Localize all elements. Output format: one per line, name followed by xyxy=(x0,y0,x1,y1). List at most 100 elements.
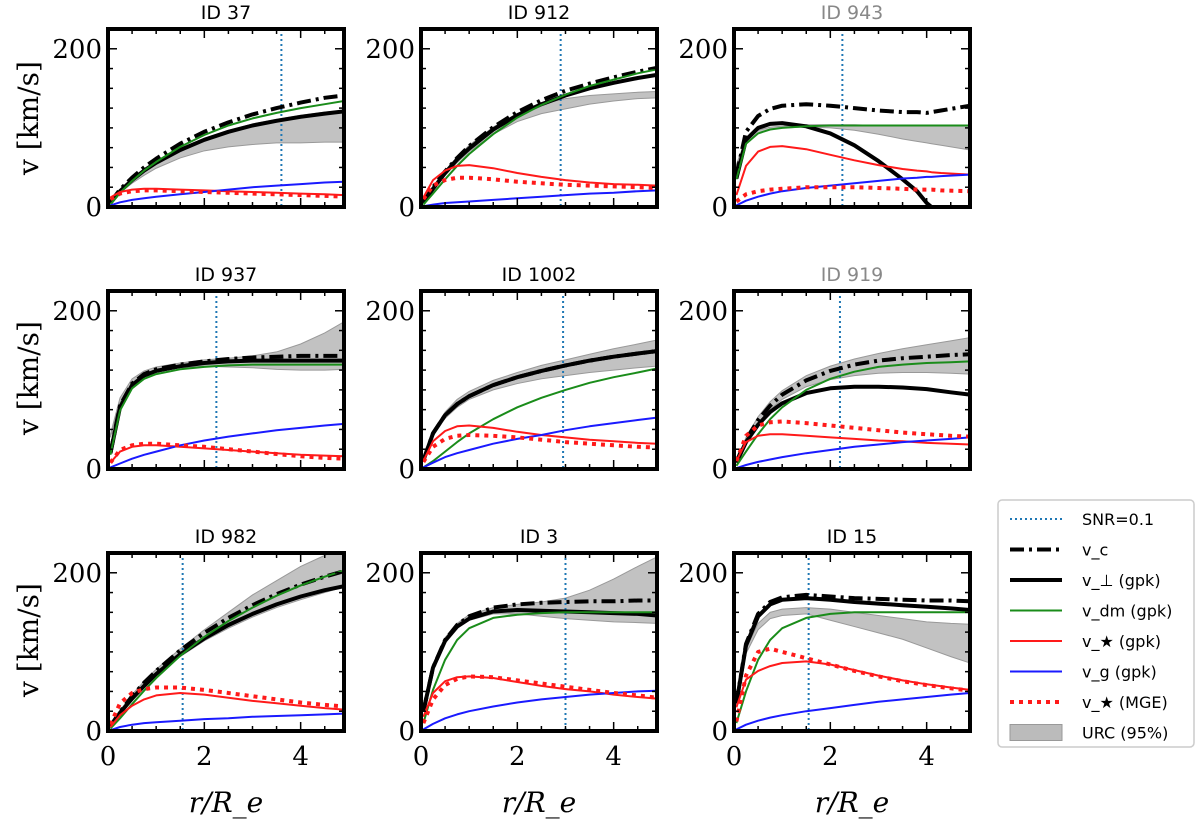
y-tick-label: 0 xyxy=(398,193,415,223)
series-vdm xyxy=(735,124,970,180)
legend-label: v_dm (gpk) xyxy=(1082,602,1172,622)
panel-5: 0 200 ID 1002 xyxy=(365,264,659,485)
series-vstar xyxy=(109,692,344,728)
series-vperp xyxy=(734,384,970,464)
panel-7: 0 200 0 2 4 ID 982 xyxy=(52,526,346,772)
panel-title: ID 15 xyxy=(827,526,877,548)
series-vg xyxy=(110,712,344,731)
panel-2: 0 200 ID 912 xyxy=(365,2,659,223)
series-vmge xyxy=(735,185,970,204)
legend-item-vstar: v_★ (gpk) xyxy=(1010,632,1161,652)
series-vperp xyxy=(108,584,344,728)
axes-frame xyxy=(419,551,659,733)
series-vmge xyxy=(108,441,344,464)
series-vg xyxy=(423,189,657,207)
axes-frame xyxy=(106,289,346,471)
series-vperp xyxy=(421,349,657,461)
x-tick-label: 4 xyxy=(292,742,309,772)
series-vdm xyxy=(735,611,970,724)
panel-title: ID 919 xyxy=(821,264,884,286)
x-tick-label: 0 xyxy=(726,742,743,772)
legend-item-urc: URC (95%) xyxy=(1009,724,1168,743)
x-tick-label: 2 xyxy=(196,742,213,772)
plot-area xyxy=(108,291,344,469)
urc-band xyxy=(109,321,344,438)
axes-frame xyxy=(732,27,972,209)
legend-item-vc: v_c xyxy=(1010,541,1108,561)
axes-frame xyxy=(732,551,972,733)
panel-6: 0 200 ID 919 xyxy=(678,264,972,485)
series-vmge xyxy=(421,433,657,463)
series-vg xyxy=(736,436,970,469)
axes-frame xyxy=(732,289,972,471)
legend-item-vperp: v_⊥ (gpk) xyxy=(1010,571,1161,591)
series-vdm xyxy=(735,360,970,467)
plot-area xyxy=(421,291,657,469)
urc-band xyxy=(735,607,970,706)
panel-title: ID 37 xyxy=(201,2,251,24)
panel-title: ID 3 xyxy=(520,526,558,548)
series-vg xyxy=(110,180,344,207)
series-vmge xyxy=(421,175,657,201)
legend: SNR=0.1 v_c v_⊥ (gpk) v_dm (gpk) v_★ (gpk) v_… xyxy=(997,499,1195,748)
panel-title: ID 982 xyxy=(195,526,258,548)
urc-band xyxy=(735,337,970,463)
y-tick-label: 200 xyxy=(678,35,728,65)
y-tick-label: 200 xyxy=(365,297,415,327)
urc-band xyxy=(422,556,657,712)
series-vstar xyxy=(422,424,657,462)
x-tick-label: 4 xyxy=(605,742,622,772)
panel-title: ID 1002 xyxy=(502,264,577,286)
y-tick-label: 0 xyxy=(85,717,102,747)
series-vstar xyxy=(735,433,970,462)
series-vperp xyxy=(108,358,344,454)
series-vperp xyxy=(734,596,970,704)
y-tick-label: 200 xyxy=(678,559,728,589)
plot-area xyxy=(734,29,970,207)
series-vg xyxy=(422,689,657,731)
y-tick-label: 200 xyxy=(52,297,102,327)
legend-label: URC (95%) xyxy=(1082,724,1168,743)
legend-item-vdm: v_dm (gpk) xyxy=(1010,602,1172,622)
ylabel-row2: v [km/s] xyxy=(12,321,45,436)
panel-1: 0 200 ID 37 xyxy=(52,2,346,223)
y-tick-label: 200 xyxy=(365,35,415,65)
axes-frame xyxy=(106,27,346,209)
legend-swatch xyxy=(1009,724,1063,741)
xlabel-col1: r/R_e xyxy=(189,786,263,819)
plot-area xyxy=(108,29,344,207)
series-vmge xyxy=(734,419,970,462)
legend-label: v_⊥ (gpk) xyxy=(1082,571,1161,591)
series-vdm xyxy=(109,363,344,456)
series-vmge xyxy=(108,685,344,726)
plot-area xyxy=(421,553,657,731)
legend-item-snr: SNR=0.1 xyxy=(1010,510,1154,529)
legend-label: v_c xyxy=(1082,541,1108,561)
plot-area xyxy=(421,29,657,207)
series-vmge xyxy=(734,646,970,722)
x-tick-label: 0 xyxy=(413,742,430,772)
series-vc xyxy=(421,65,657,204)
y-tick-label: 200 xyxy=(365,559,415,589)
series-vstar xyxy=(735,145,970,196)
axes-frame xyxy=(419,27,659,209)
ylabel-row3: v [km/s] xyxy=(12,583,45,698)
series-vg xyxy=(735,173,970,207)
ylabel-row1: v [km/s] xyxy=(12,61,45,176)
y-tick-label: 0 xyxy=(398,455,415,485)
legend-label: SNR=0.1 xyxy=(1082,510,1154,529)
plot-area xyxy=(108,553,344,731)
series-vperp xyxy=(421,72,657,205)
series-vmge xyxy=(421,674,657,724)
y-tick-label: 0 xyxy=(711,717,728,747)
legend-box xyxy=(997,499,1195,748)
legend-item-vg: v_g (gpk) xyxy=(1010,663,1157,683)
legend-label: v_★ (MGE) xyxy=(1082,693,1168,713)
legend-label: v_g (gpk) xyxy=(1082,663,1157,683)
y-tick-label: 200 xyxy=(52,559,102,589)
x-tick-label: 0 xyxy=(100,742,117,772)
y-tick-label: 200 xyxy=(52,35,102,65)
series-vmge xyxy=(109,188,344,201)
